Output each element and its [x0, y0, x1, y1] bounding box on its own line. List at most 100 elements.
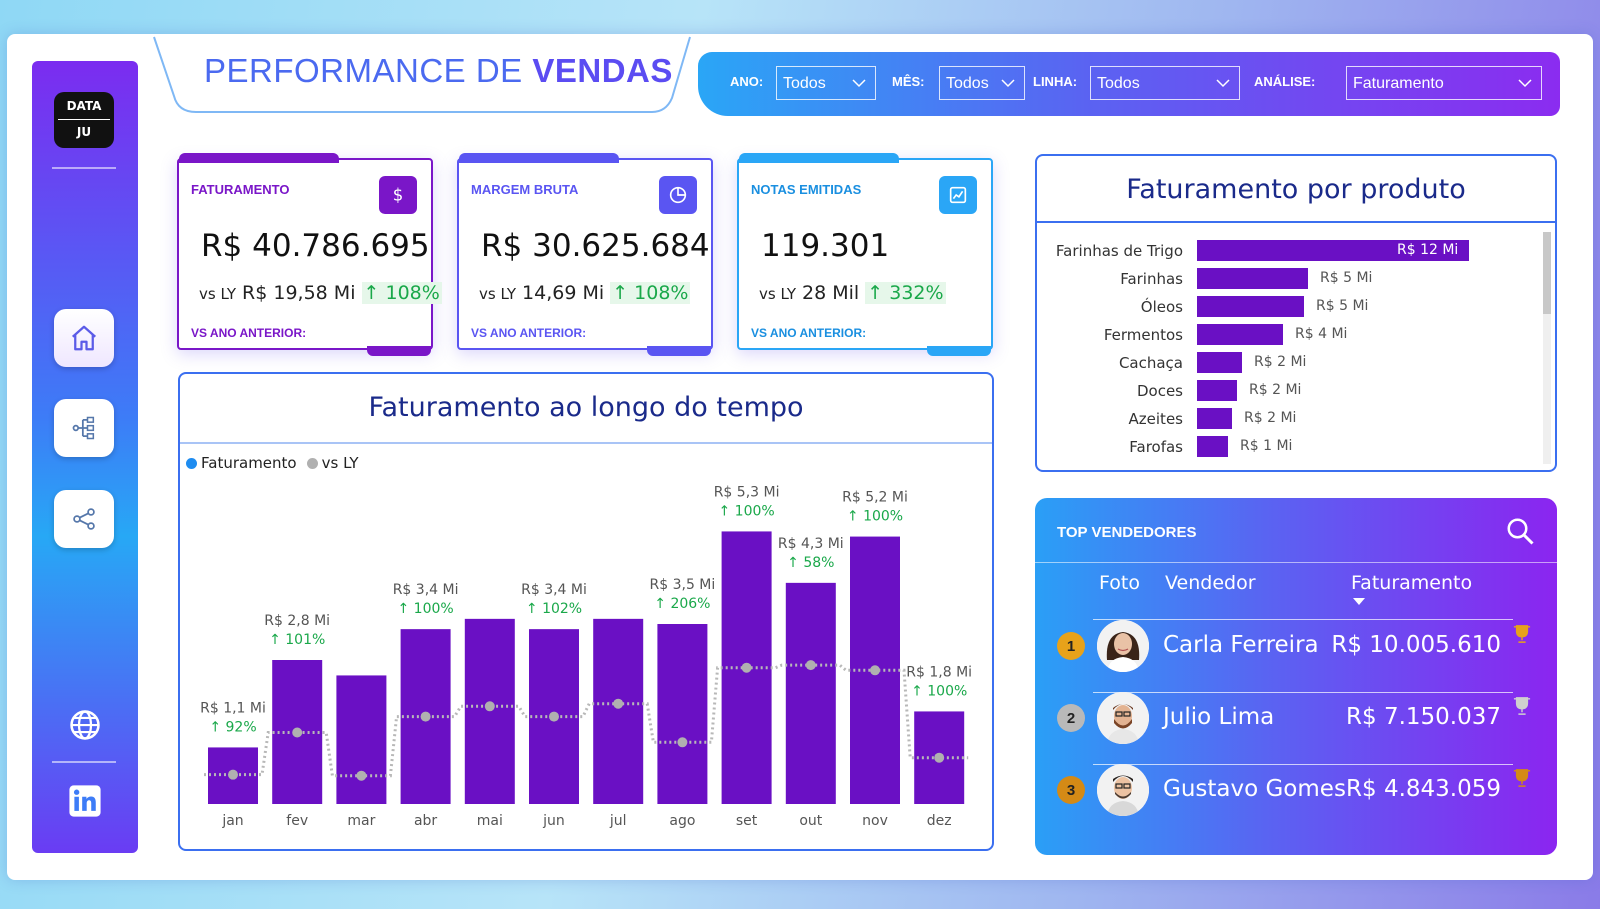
product-bar[interactable]: [1197, 436, 1228, 457]
product-bar[interactable]: [1197, 380, 1237, 401]
product-bar[interactable]: [1197, 324, 1283, 345]
pie-chart-icon: [659, 176, 697, 214]
bar-value-label: R$ 1,1 Mi: [200, 700, 266, 716]
month-bar[interactable]: [464, 618, 515, 804]
product-bar[interactable]: [1197, 352, 1242, 373]
legend-swatch-ly: [306, 457, 318, 469]
filter-ano-label: ANO:: [730, 74, 764, 89]
product-bar[interactable]: [1197, 296, 1304, 317]
ly-point[interactable]: [613, 698, 624, 709]
product-category-label: Óleos: [1140, 298, 1183, 316]
filter-analise-label: ANÁLISE:: [1254, 74, 1316, 89]
kpi-value: 119.301: [761, 228, 890, 264]
avatar-photo: [1097, 620, 1149, 672]
product-value-label: R$ 2 Mi: [1244, 410, 1297, 426]
month-bar[interactable]: [657, 624, 708, 804]
product-category-label: Fermentos: [1103, 326, 1183, 344]
search-icon[interactable]: [1505, 516, 1535, 546]
legend-label-ly: vs LY: [321, 454, 359, 472]
filter-ano-select[interactable]: Todos: [776, 66, 876, 100]
product-value-label: R$ 1 Mi: [1240, 438, 1293, 454]
product-bar[interactable]: [1197, 240, 1469, 261]
x-tick-label: dez: [927, 813, 952, 829]
filter-linha-label: LINHA:: [1033, 74, 1078, 89]
product-value-label: R$ 4 Mi: [1295, 326, 1348, 342]
kpi-label: MARGEM BRUTA: [471, 182, 579, 197]
product-bar-row[interactable]: Óleos R$ 5 Mi: [1037, 296, 1555, 318]
product-bar-row[interactable]: Farinhas R$ 5 Mi: [1037, 268, 1555, 290]
product-bar-row[interactable]: Cachaça R$ 2 Mi: [1037, 352, 1555, 374]
bar-value-label: R$ 1,8 Mi: [906, 664, 972, 680]
kpi-card-notas: NOTAS EMITIDAS 119.301 vs LY 28 Mil ↑ 33…: [737, 153, 993, 356]
product-bar-row[interactable]: Fermentos R$ 4 Mi: [1037, 324, 1555, 346]
product-chart-panel: Faturamento por produto Farinhas de Trig…: [1035, 154, 1557, 472]
kpi-card-faturamento: FATURAMENTO $ R$ 40.786.695 vs LY R$ 19,…: [177, 153, 442, 356]
product-value-label: R$ 5 Mi: [1316, 298, 1369, 314]
bar-pct-label: ↑ 102%: [526, 601, 582, 617]
product-chart-scroll-track[interactable]: [1543, 232, 1551, 464]
product-category-label: Farofas: [1129, 438, 1183, 456]
ly-point[interactable]: [549, 711, 559, 722]
ly-point[interactable]: [484, 701, 495, 712]
month-bar[interactable]: [785, 582, 836, 804]
bar-value-label: R$ 3,5 Mi: [650, 577, 716, 593]
month-bar[interactable]: [593, 618, 644, 804]
filter-bar: ANO: Todos MÊS: Todos LINHA: Todos ANÁLI…: [698, 52, 1560, 116]
sidebar: DATA JU: [32, 61, 138, 853]
linkedin-icon[interactable]: [65, 781, 105, 821]
seller-name: Carla Ferreira: [1163, 632, 1319, 658]
ly-point[interactable]: [805, 660, 816, 671]
sort-desc-icon: [1353, 598, 1365, 605]
share-button[interactable]: [54, 490, 114, 548]
sidebar-divider: [52, 167, 116, 169]
column-header-vendedor[interactable]: Vendedor: [1165, 572, 1256, 594]
product-category-label: Farinhas: [1120, 270, 1183, 288]
globe-icon[interactable]: [65, 705, 105, 745]
product-bar[interactable]: [1197, 268, 1308, 289]
kpi-label: NOTAS EMITIDAS: [751, 182, 862, 197]
ly-point[interactable]: [677, 737, 688, 748]
filter-analise-select[interactable]: Faturamento: [1346, 66, 1542, 100]
svg-text:$: $: [393, 186, 404, 205]
product-chart-scrollbar[interactable]: [1543, 232, 1551, 314]
ly-point[interactable]: [420, 711, 431, 722]
top-sellers-panel: TOP VENDEDORES Foto Vendedor Faturamento…: [1035, 498, 1557, 855]
ly-point[interactable]: [870, 665, 880, 676]
kpi-footer: VS ANO ANTERIOR:: [471, 326, 587, 340]
bar-pct-label: ↑ 58%: [787, 555, 834, 571]
chart-icon: [939, 176, 977, 214]
column-header-faturamento[interactable]: Faturamento: [1351, 572, 1473, 594]
product-value-label: R$ 2 Mi: [1249, 382, 1302, 398]
x-tick-label: mar: [347, 813, 375, 829]
top-sellers-title: TOP VENDEDORES: [1057, 524, 1197, 541]
home-icon: [72, 325, 96, 351]
home-button[interactable]: [54, 309, 114, 367]
product-bar-row[interactable]: Doces R$ 2 Mi: [1037, 380, 1555, 402]
product-bar-row[interactable]: Farinhas de Trigo R$ 12 Mi: [1037, 240, 1555, 262]
x-tick-label: nov: [862, 813, 888, 829]
product-bar-row[interactable]: Farofas R$ 1 Mi: [1037, 436, 1555, 458]
dollar-icon: $: [379, 176, 417, 214]
hierarchy-button[interactable]: [54, 399, 114, 457]
legend-swatch-faturamento: [186, 457, 197, 469]
ly-point[interactable]: [228, 769, 238, 780]
month-bar[interactable]: [336, 675, 387, 804]
trophy-icon: [1513, 697, 1531, 715]
product-bar-row[interactable]: Azeites R$ 2 Mi: [1037, 408, 1555, 430]
page-title: PERFORMANCE DE VENDAS: [204, 52, 673, 89]
ly-point[interactable]: [356, 770, 367, 781]
product-bar[interactable]: [1197, 408, 1232, 429]
trophy-icon: [1513, 625, 1531, 643]
bar-pct-label: ↑ 206%: [654, 596, 710, 612]
kpi-value: R$ 30.625.684: [481, 228, 710, 264]
ly-point[interactable]: [741, 662, 752, 673]
bar-pct-label: ↑ 100%: [847, 509, 903, 525]
filter-linha-select[interactable]: Todos: [1090, 66, 1240, 100]
product-category-label: Azeites: [1128, 410, 1183, 428]
column-header-foto[interactable]: Foto: [1099, 572, 1140, 594]
seller-name: Julio Lima: [1163, 704, 1275, 730]
ly-point[interactable]: [934, 752, 945, 763]
bar-value-label: R$ 5,2 Mi: [842, 490, 908, 506]
filter-mes-select[interactable]: Todos: [939, 66, 1025, 100]
ly-point[interactable]: [292, 727, 303, 738]
